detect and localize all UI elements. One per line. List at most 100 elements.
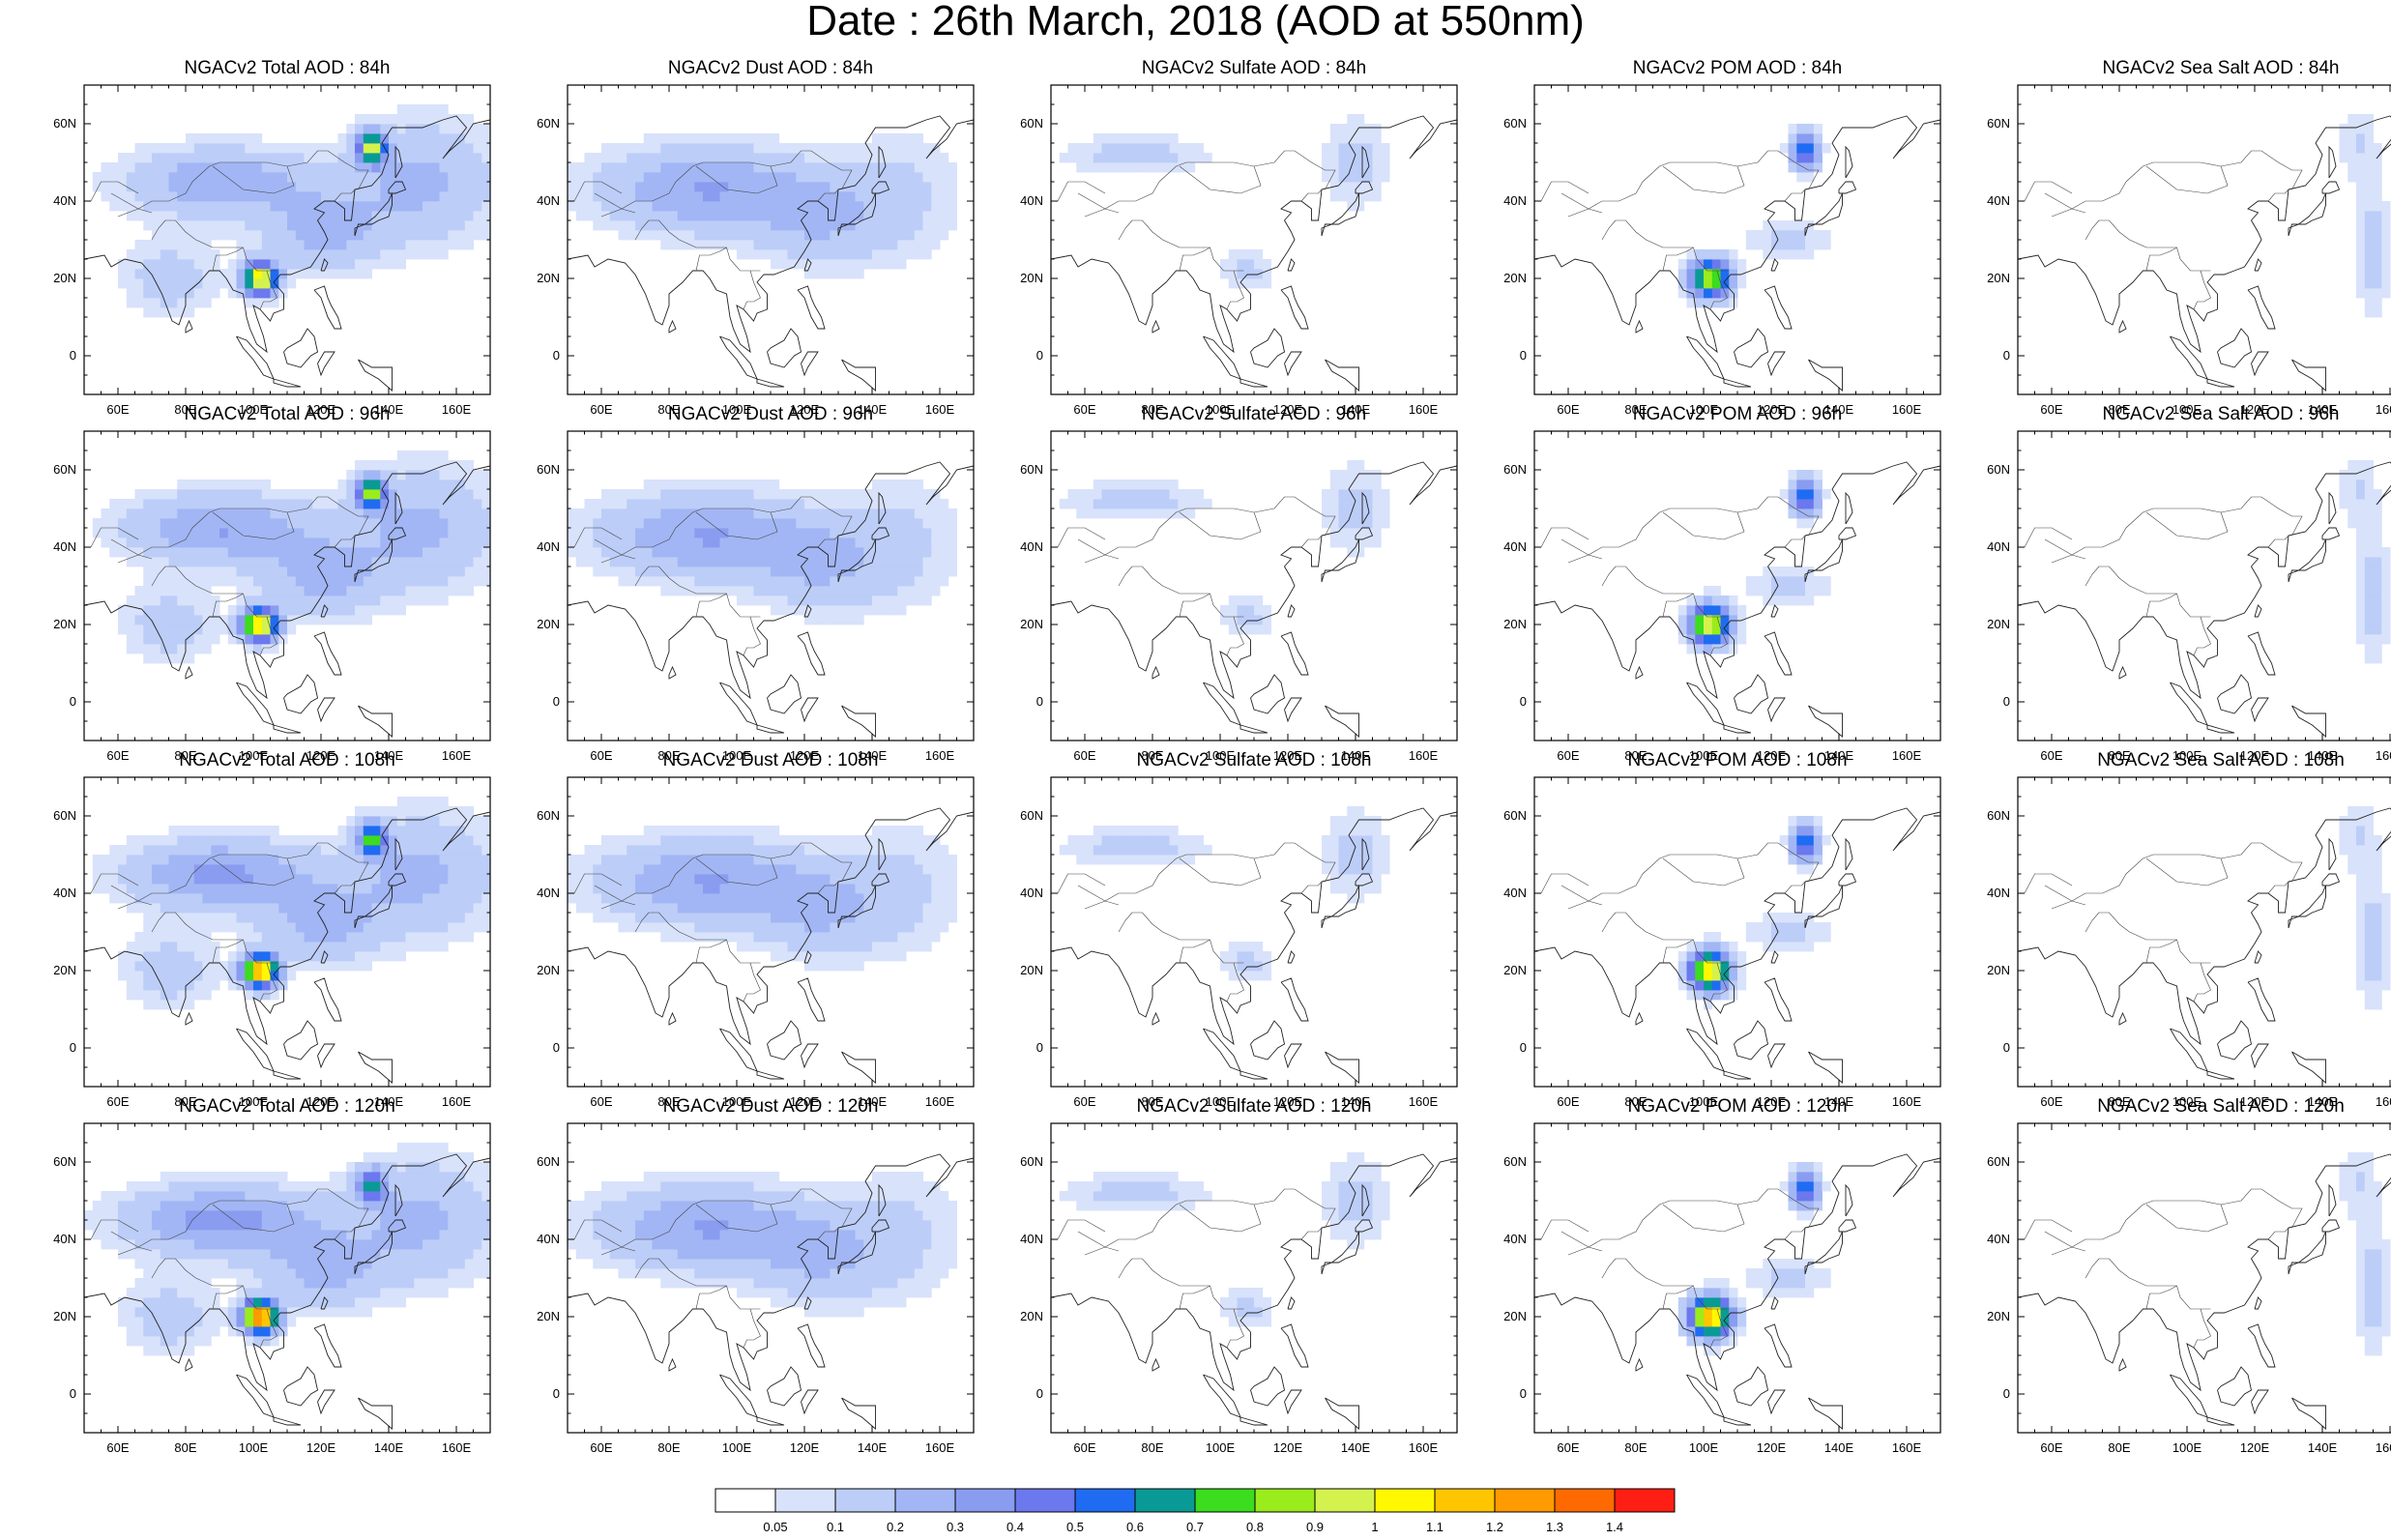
lon-tick-label: 80E (1141, 1440, 1163, 1455)
lat-tick-label: 40N (537, 193, 560, 208)
lat-tick-label: 40N (1020, 1232, 1043, 1246)
lat-tick-label: 0 (553, 1386, 560, 1401)
panel-title: NGACv2 POM AOD : 96h (1496, 404, 1979, 425)
lat-tick-label: 20N (1503, 1309, 1527, 1323)
colorbar-tick-label: 1.3 (1546, 1520, 1563, 1534)
panel-title: NGACv2 Total AOD : 108h (45, 750, 529, 771)
lon-tick-label: 160E (925, 1440, 955, 1455)
colorbar-swatch (715, 1489, 775, 1512)
lat-tick-label: 0 (553, 348, 560, 363)
lat-tick-label: 20N (537, 1309, 560, 1323)
lat-tick-label: 40N (1020, 539, 1043, 554)
lon-tick-label: 80E (174, 1440, 196, 1455)
lat-tick-label: 40N (1987, 193, 2010, 208)
colorbar-swatch (1435, 1489, 1495, 1512)
panel-title: NGACv2 Total AOD : 84h (45, 58, 529, 79)
lat-tick-label: 20N (537, 617, 560, 631)
lon-tick-label: 60E (2040, 1440, 2062, 1455)
panel-title: NGACv2 Total AOD : 96h (45, 404, 529, 425)
lat-tick-label: 60N (537, 462, 560, 477)
colorbar-swatch (1495, 1489, 1555, 1512)
panel-title: NGACv2 Sea Salt AOD : 96h (1979, 404, 2391, 425)
lat-tick-label: 20N (537, 271, 560, 285)
lon-tick-label: 140E (1341, 1440, 1371, 1455)
lon-tick-label: 60E (106, 1440, 129, 1455)
colorbar-tick-label: 0.6 (1126, 1520, 1144, 1534)
lat-tick-label: 60N (1987, 462, 2010, 477)
lon-tick-label: 120E (790, 1440, 820, 1455)
lat-tick-label: 60N (537, 116, 560, 131)
lon-tick-label: 140E (374, 1440, 404, 1455)
lat-tick-label: 60N (1503, 116, 1527, 131)
lat-tick-label: 60N (53, 462, 76, 477)
lat-tick-label: 0 (1520, 694, 1527, 709)
colorbar-swatch (1195, 1489, 1255, 1512)
lat-tick-label: 40N (1020, 193, 1043, 208)
lat-tick-label: 60N (1020, 1154, 1043, 1169)
lat-tick-label: 60N (1503, 462, 1527, 477)
lat-tick-label: 40N (1987, 886, 2010, 900)
lat-tick-label: 0 (70, 694, 76, 709)
lat-tick-label: 0 (70, 1040, 76, 1055)
colorbar-tick-label: 1.2 (1486, 1520, 1503, 1534)
colorbar-swatch (1555, 1489, 1615, 1512)
lat-tick-label: 20N (1020, 271, 1043, 285)
lat-tick-label: 40N (1503, 193, 1527, 208)
colorbar-swatch (1075, 1489, 1135, 1512)
panel-title: NGACv2 Sea Salt AOD : 120h (1979, 1096, 2391, 1118)
colorbar-tick-label: 0.8 (1246, 1520, 1264, 1534)
lat-tick-label: 60N (53, 116, 76, 131)
colorbar-tick-label: 0.3 (947, 1520, 964, 1534)
lat-tick-label: 20N (1020, 963, 1043, 977)
lat-tick-label: 40N (537, 539, 560, 554)
lat-tick-label: 20N (1503, 963, 1527, 977)
panel-title: NGACv2 Sea Salt AOD : 108h (1979, 750, 2391, 771)
lat-tick-label: 0 (553, 1040, 560, 1055)
panel-title: NGACv2 POM AOD : 108h (1496, 750, 1979, 771)
colorbar-tick-label: 0.05 (763, 1520, 787, 1534)
lat-tick-label: 40N (1987, 1232, 2010, 1246)
lon-tick-label: 80E (2108, 1440, 2130, 1455)
lat-tick-label: 0 (1520, 1040, 1527, 1055)
lat-tick-label: 40N (1987, 539, 2010, 554)
lat-tick-label: 60N (1503, 1154, 1527, 1169)
lon-tick-label: 140E (858, 1440, 888, 1455)
colorbar-swatch (1375, 1489, 1435, 1512)
lat-tick-label: 60N (1987, 1154, 2010, 1169)
panel-title: NGACv2 Sulfate AOD : 120h (1012, 1096, 1496, 1118)
colorbar-tick-label: 0.5 (1066, 1520, 1084, 1534)
lat-tick-label: 0 (2003, 694, 2010, 709)
lon-tick-label: 60E (1073, 1440, 1095, 1455)
lat-tick-label: 40N (53, 539, 76, 554)
